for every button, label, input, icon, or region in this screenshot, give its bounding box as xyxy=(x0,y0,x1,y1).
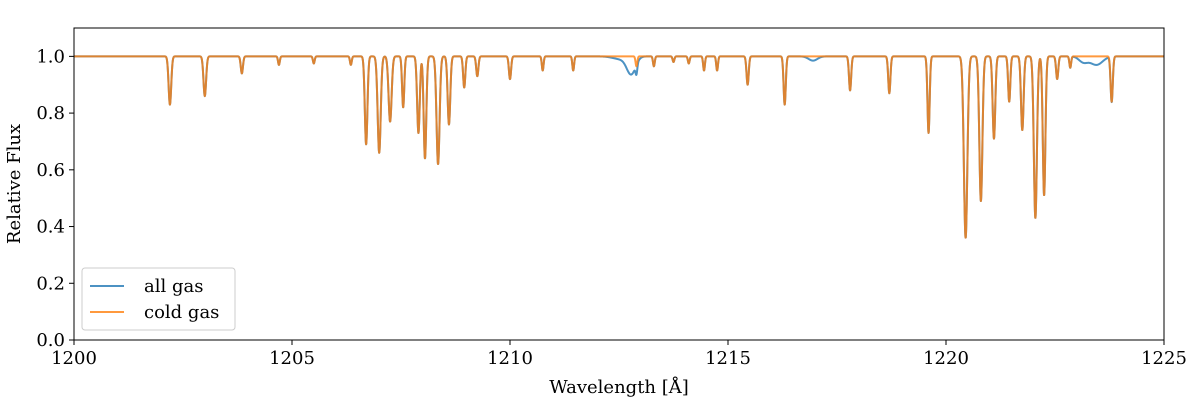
x-tick-label: 1205 xyxy=(269,348,315,369)
x-tick-label: 1220 xyxy=(923,348,969,369)
y-axis-label: Relative Flux xyxy=(4,124,25,244)
y-tick-label: 0.8 xyxy=(36,103,65,124)
x-tick-label: 1200 xyxy=(51,348,97,369)
series-line-cold-gas xyxy=(73,55,1165,239)
x-tick-label: 1225 xyxy=(1141,348,1187,369)
legend-box xyxy=(81,267,236,331)
x-axis-ticks: 1200 1205 1210 1215 1220 1225 xyxy=(51,340,1187,369)
y-tick-label: 0.6 xyxy=(36,160,65,181)
x-axis-label: Wavelength [Å] xyxy=(549,376,689,398)
y-tick-label: 0.0 xyxy=(36,330,65,351)
legend-label-cold-gas: cold gas xyxy=(144,302,219,323)
series-line-all-gas xyxy=(73,55,1165,239)
axes-frame xyxy=(73,27,1165,341)
y-tick-label: 0.2 xyxy=(36,273,65,294)
legend: all gas cold gas xyxy=(81,267,236,331)
x-tick-label: 1210 xyxy=(487,348,533,369)
y-tick-label: 1.0 xyxy=(36,46,65,67)
y-axis-ticks: 0.0 0.2 0.4 0.6 0.8 1.0 xyxy=(36,46,74,351)
x-tick-label: 1215 xyxy=(705,348,751,369)
plot-lines xyxy=(73,55,1165,239)
y-tick-label: 0.4 xyxy=(36,217,65,238)
legend-label-all-gas: all gas xyxy=(144,276,203,297)
